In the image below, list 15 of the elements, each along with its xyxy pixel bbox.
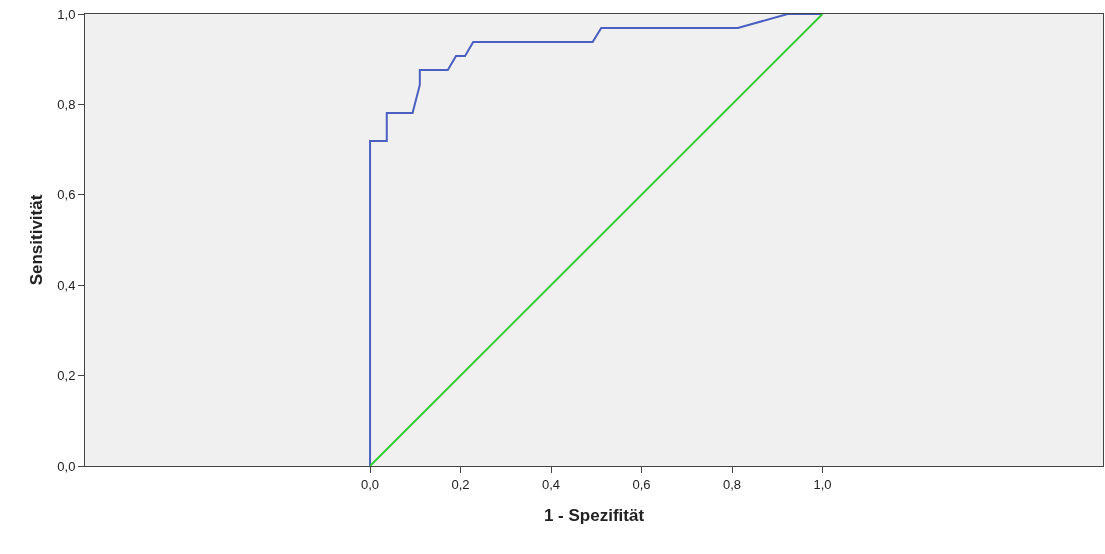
x-axis-title: 1 - Spezifität — [543, 506, 645, 525]
y-tick-label: 0,4 — [57, 277, 76, 293]
y-tick-label: 0,6 — [57, 187, 76, 203]
y-tick-label: 0,0 — [57, 458, 76, 474]
x-tick-label: 0,0 — [361, 476, 380, 492]
line-series — [369, 14, 824, 466]
y-tick-label: 1,0 — [57, 6, 76, 22]
y-axis-title: Sensitivität — [26, 194, 46, 286]
x-tick-label: 0,2 — [451, 476, 470, 492]
x-tick-label: 0,6 — [632, 476, 651, 492]
x-tick-label: 0,4 — [541, 476, 561, 492]
x-tick-label: 1,0 — [813, 476, 832, 492]
x-tick-label: 0,8 — [722, 476, 742, 492]
y-tick-label: 0,8 — [57, 96, 76, 112]
y-tick-label: 0,2 — [57, 368, 76, 384]
